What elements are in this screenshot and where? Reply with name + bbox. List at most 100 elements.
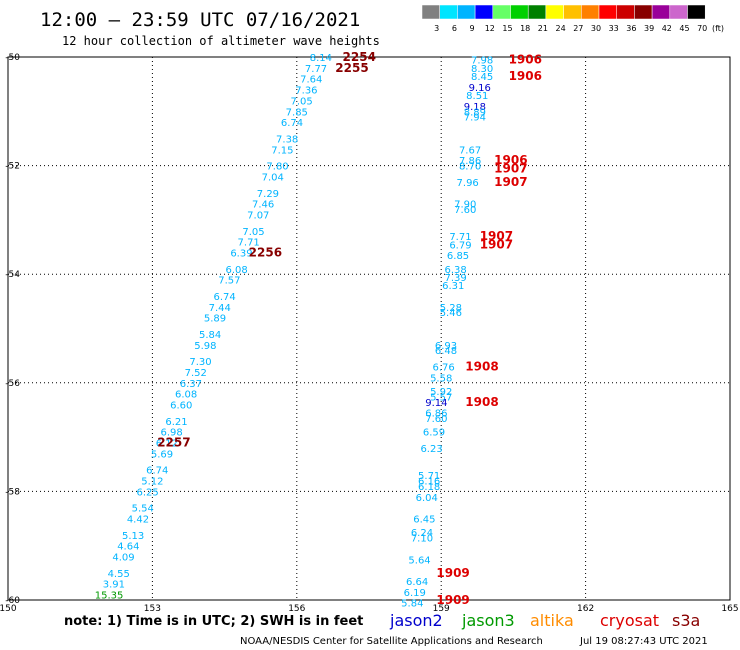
swh-value: 5.46 <box>440 308 462 319</box>
swh-value: 7.44 <box>209 303 231 314</box>
swh-value: 5.92 <box>430 387 452 398</box>
swh-value: 5.71 <box>418 471 440 482</box>
x-tick-label: 153 <box>144 604 161 614</box>
colorbar-swatch <box>492 4 511 20</box>
swh-value: 6.08 <box>175 390 197 401</box>
pass-time-label: 1907 <box>494 161 527 175</box>
swh-value: 7.64 <box>300 75 322 86</box>
colorbar-label: 12 <box>485 24 495 33</box>
pass-time-label: 1907 <box>480 229 513 243</box>
swh-value: 5.12 <box>141 477 163 488</box>
colorbar-swatch <box>581 4 600 20</box>
swh-value: 6.85 <box>447 251 469 262</box>
y-tick-label: -60 <box>5 596 20 606</box>
swh-value: 8.51 <box>466 91 488 102</box>
plot-frame <box>7 56 731 601</box>
swh-value: 7.60 <box>425 414 447 425</box>
y-tick-label: -54 <box>5 270 20 280</box>
colorbar-label: 24 <box>556 24 566 33</box>
satellite-legend: jason2 jason3 altika cryosat s3a <box>389 611 700 630</box>
swh-value: 6.98 <box>161 428 183 439</box>
swh-value: 6.59 <box>423 428 445 439</box>
y-tick-label: -58 <box>5 487 20 497</box>
swh-value: 4.55 <box>108 569 130 580</box>
colorbar-label: 45 <box>679 24 689 33</box>
colorbar-swatch <box>687 4 706 20</box>
colorbar-swatch <box>474 4 494 20</box>
colorbar-swatch <box>457 4 476 20</box>
swh-value: 6.25 <box>136 487 158 498</box>
swh-value: 6.04 <box>416 493 438 504</box>
colorbar-unit: (ft) <box>712 24 724 33</box>
swh-value: 5.58 <box>430 373 452 384</box>
swh-value: 6.76 <box>432 363 454 374</box>
colorbar-swatch <box>439 4 458 20</box>
swh-value: 5.84 <box>199 330 221 341</box>
swh-value: 6.23 <box>420 444 442 455</box>
colorbar-label: 18 <box>520 24 530 33</box>
data-marks: 8.147.777.647.367.057.856.747.387.157.80… <box>95 50 542 610</box>
track-s3a: 8.147.777.647.367.057.856.747.387.157.80… <box>95 50 376 602</box>
x-tick-label: 165 <box>721 604 738 614</box>
track-cryosat: 7.988.308.459.168.519.188.897.94 7.677.86… <box>401 53 542 610</box>
colorbar-swatch <box>545 4 564 20</box>
swh-value: 6.79 <box>449 240 471 251</box>
pass-time-label: 1906 <box>509 53 542 67</box>
swh-value: 6.74 <box>146 466 168 477</box>
swh-value: 8.14 <box>310 53 332 64</box>
colorbar-label: 42 <box>662 24 672 33</box>
swh-value: 7.77 <box>305 64 327 75</box>
colorbar-label: 27 <box>573 24 583 33</box>
y-tick-label: -56 <box>5 379 20 389</box>
colorbar-swatch <box>634 4 653 20</box>
colorbar-swatch <box>616 4 635 20</box>
swh-value: 7.57 <box>218 276 240 287</box>
swh-value: 6.24 <box>411 528 433 539</box>
swh-value: 8.30 <box>471 64 493 75</box>
swh-value: 7.60 <box>454 205 476 216</box>
swh-value: 7.71 <box>238 238 260 249</box>
colorbar-label: 3 <box>434 24 439 33</box>
x-axis-ticks: 150 153 156 159 162 165 <box>0 604 739 614</box>
colorbar-label: 9 <box>470 24 475 33</box>
swh-value: 5.28 <box>440 303 462 314</box>
legend-s3a: s3a <box>672 611 700 630</box>
swh-value: 3.91 <box>103 580 125 591</box>
pass-time-label: 1909 <box>436 593 469 607</box>
chart-title: 12:00 — 23:59 UTC 07/16/2021 <box>40 9 360 31</box>
legend-altika: altika <box>530 611 574 630</box>
swh-value: 6.19 <box>404 588 426 599</box>
swh-value: 6.39 <box>230 248 252 259</box>
swh-value: 7.05 <box>242 227 264 238</box>
y-tick-label: -52 <box>5 162 20 172</box>
swh-value: 6.08 <box>226 265 248 276</box>
colorbar-label: 21 <box>538 24 548 33</box>
grid <box>8 57 730 600</box>
chart-subtitle: 12 hour collection of altimeter wave hei… <box>62 34 380 48</box>
swh-value: 5.64 <box>408 555 430 566</box>
swh-value: 5.69 <box>151 449 173 460</box>
swh-value: 6.38 <box>445 265 467 276</box>
swh-value: 6.93 <box>435 341 457 352</box>
swh-value: 7.36 <box>295 86 317 97</box>
pass-time-label: 2256 <box>249 245 282 259</box>
swh-value: 5.57 <box>430 392 452 403</box>
swh-value: 5.89 <box>204 314 226 325</box>
colorbar-label: 33 <box>609 24 619 33</box>
colorbar-label: 6 <box>452 24 457 33</box>
swh-value: 7.90 <box>454 200 476 211</box>
swh-value: 7.85 <box>286 107 308 118</box>
pass-time-label: 1909 <box>436 566 469 580</box>
swh-value: 5.84 <box>401 599 423 610</box>
y-tick-label: -50 <box>5 53 20 63</box>
swh-value: 6.31 <box>442 281 464 292</box>
colorbar-label: 15 <box>502 24 512 33</box>
colorbar-swatch <box>563 4 582 20</box>
swh-value: 9.18 <box>464 102 486 113</box>
swh-value: 6.64 <box>406 577 428 588</box>
swh-value: 7.29 <box>257 189 279 200</box>
colorbar-label: 39 <box>644 24 654 33</box>
pass-time-label: 1908 <box>465 395 498 409</box>
swh-value: 6.48 <box>435 346 457 357</box>
swh-value: 7.46 <box>252 200 274 211</box>
